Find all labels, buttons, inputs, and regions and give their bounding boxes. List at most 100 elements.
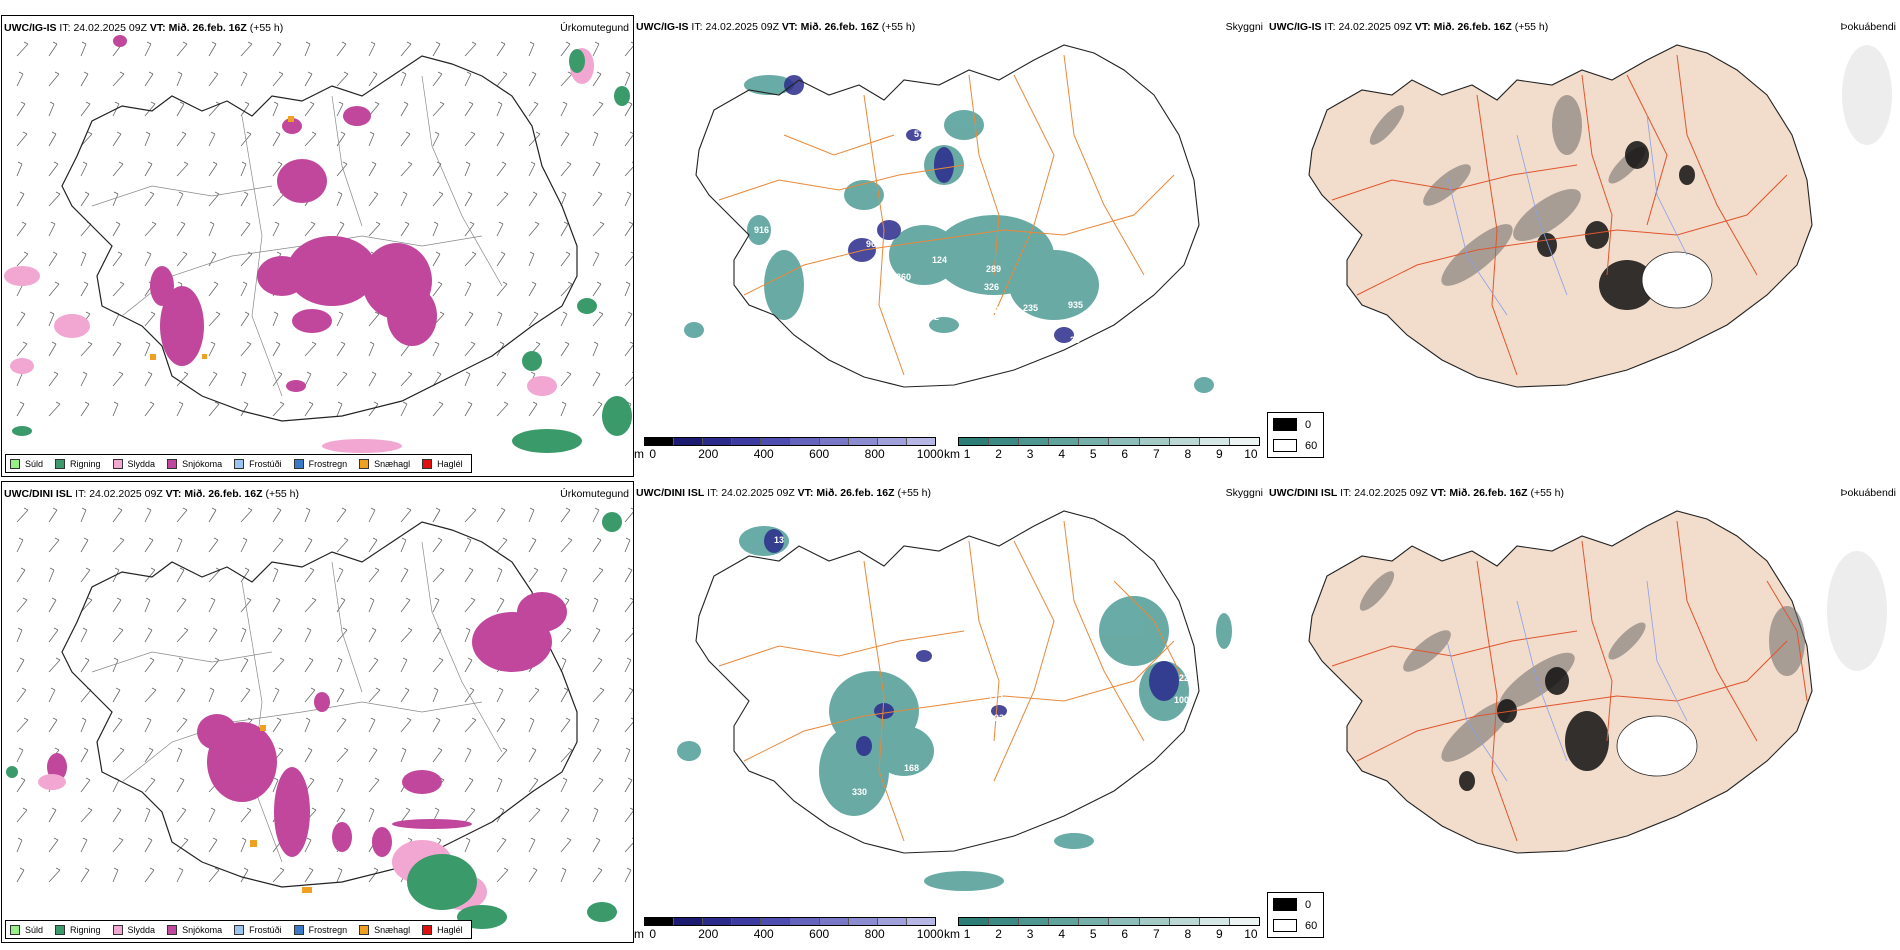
wind-barb: [144, 657, 155, 673]
wind-barb: [368, 341, 375, 357]
legend-item: Snjókoma: [167, 458, 222, 469]
wind-barb: [208, 191, 220, 207]
wind-barb: [48, 627, 59, 643]
legend-item: Rigning: [55, 458, 101, 469]
wind-barb: [528, 131, 541, 147]
wind-barb: [48, 71, 60, 87]
wind-barb: [144, 311, 156, 327]
wind-barb: [272, 101, 279, 117]
legend-label: Frostregn: [308, 924, 348, 935]
wind-barb: [464, 507, 477, 523]
wind-barb: [48, 41, 58, 57]
wind-barb: [624, 657, 632, 673]
wind-barb: [592, 687, 605, 703]
wind-barb: [144, 567, 156, 583]
wind-barb: [336, 747, 349, 763]
wind-barb: [176, 567, 185, 583]
wind-barb: [304, 747, 313, 763]
wind-barb: [496, 311, 503, 327]
legend-swatch: [112, 924, 123, 935]
wind-barb: [464, 71, 472, 87]
wind-barb: [112, 251, 123, 267]
wind-barb: [80, 777, 91, 793]
wind-barb: [112, 627, 124, 643]
wind-barb: [368, 687, 381, 703]
wind-barb: [208, 41, 217, 57]
wind-barb: [144, 537, 154, 553]
colorbar-segment: [959, 438, 990, 445]
wind-barb: [304, 627, 312, 643]
wind-barb: [400, 41, 412, 57]
wind-barb: [240, 371, 247, 387]
colorbar-tick: 600: [809, 447, 830, 461]
legend-label: Haglél: [437, 458, 463, 469]
colorbar-tick: 9: [1216, 447, 1223, 461]
ceiling-label: 289: [986, 264, 1001, 274]
ceiling-label: 206: [1214, 593, 1229, 603]
wind-barb: [592, 281, 602, 297]
legend-item: Frostúði: [234, 924, 282, 935]
legend-swatch: [112, 458, 123, 469]
wind-barb: [272, 41, 282, 57]
wind-barb: [144, 717, 152, 733]
wind-barb: [208, 627, 218, 643]
colorbar-tick: 800: [864, 447, 885, 461]
wind-barb: [336, 687, 345, 703]
fog-panel-row2: UWC/DINI ISL IT: 24.02.2025 09Z VT: Mið.…: [1267, 481, 1900, 943]
wind-barb: [496, 131, 505, 147]
legend-label: Súld: [25, 924, 44, 935]
wind-barb: [144, 341, 151, 357]
precip-type-panel-row1: UWC/IG-IS IT: 24.02.2025 09Z VT: Mið. 26…: [1, 15, 634, 477]
colorbar-segment: [732, 438, 762, 445]
rivers: [1446, 580, 1688, 782]
wind-barb: [80, 507, 87, 523]
wind-barb: [464, 101, 474, 117]
wind-barb: [592, 191, 603, 207]
legend-item: Frostregn: [293, 924, 348, 935]
road-network: [718, 520, 1185, 842]
wind-barb: [176, 627, 189, 643]
wind-barb: [176, 371, 189, 387]
wind-barb: [368, 131, 375, 147]
wind-barb: [528, 777, 539, 793]
wind-barb: [560, 371, 572, 387]
wind-barb: [176, 161, 189, 177]
wind-barb: [336, 161, 348, 177]
wind-barb: [80, 807, 93, 823]
legend-label: Rigning: [70, 924, 101, 935]
wind-barb: [400, 627, 413, 643]
wind-barb: [592, 657, 603, 673]
wind-barb: [496, 777, 503, 793]
wind-barb: [624, 777, 633, 793]
rain-areas: [6, 512, 622, 929]
wind-barb: [336, 311, 344, 327]
wind-barb: [272, 507, 282, 523]
wind-barb: [240, 71, 248, 87]
colorbar-tick: 6: [1121, 447, 1129, 461]
legend-swatch: [234, 458, 245, 469]
wind-barb: [560, 311, 568, 327]
precip-type-legend: Súld Rigning Slydda Snjókoma Frostúði Frostre…: [5, 920, 472, 939]
panel-title: Úrkomutegund: [560, 488, 629, 500]
ceiling-label: 916: [754, 225, 769, 235]
wind-barb: [272, 537, 284, 553]
wind-barb: [464, 837, 471, 853]
wind-barb: [624, 41, 633, 57]
wind-barb: [16, 191, 25, 207]
colorbar-segment: [645, 918, 675, 925]
wind-barb: [496, 371, 507, 387]
rivers: [1446, 114, 1688, 316]
wind-barb: [592, 251, 600, 267]
wind-barb: [208, 837, 218, 853]
wind-barb: [432, 507, 441, 523]
wind-barb: [560, 161, 572, 177]
wind-barb: [304, 41, 311, 57]
wind-barb: [240, 251, 253, 267]
fog-high-swatch: [1273, 898, 1297, 911]
wind-barb: [304, 131, 317, 147]
wind-barb: [624, 717, 633, 733]
ceiling-label: 260: [896, 272, 911, 282]
wind-barb: [432, 371, 442, 387]
legend-swatch: [10, 924, 20, 935]
legend-label: Slydda: [127, 458, 156, 469]
